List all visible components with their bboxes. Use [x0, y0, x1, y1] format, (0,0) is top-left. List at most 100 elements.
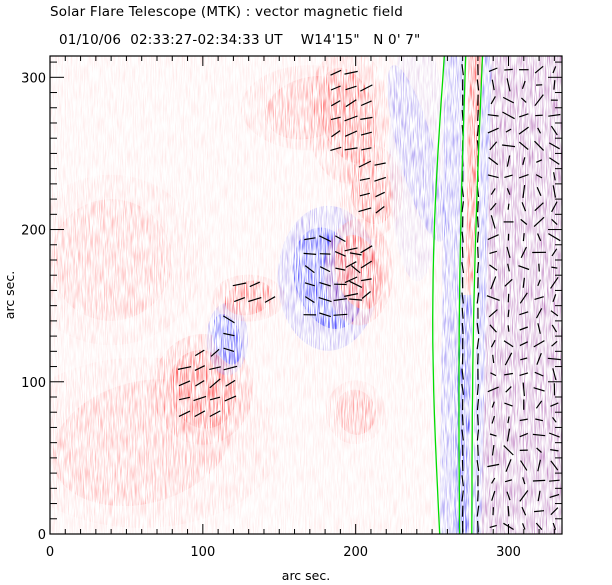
position-north: N 0' 7" [373, 32, 421, 48]
field-vector [503, 445, 514, 456]
field-vector [505, 128, 512, 133]
field-vector [537, 127, 542, 134]
field-vector [490, 188, 496, 195]
field-vector [507, 203, 510, 210]
field-vector [304, 282, 315, 287]
field-vector [477, 490, 479, 502]
field-vector [535, 174, 543, 179]
field-vector [194, 349, 205, 357]
field-vector [519, 432, 529, 438]
field-vector [536, 447, 542, 453]
field-vector [506, 428, 511, 442]
field-vector [491, 79, 495, 91]
field-vector [487, 386, 499, 393]
field-vector [461, 292, 464, 304]
field-vector [491, 445, 495, 456]
field-vector [223, 347, 235, 352]
field-vector [537, 279, 541, 287]
field-vector [232, 282, 247, 287]
field-vector [488, 157, 499, 166]
field-vector [502, 96, 515, 104]
field-vector [551, 201, 558, 213]
field-vector [461, 307, 464, 319]
field-vector [549, 157, 560, 165]
field-vector [550, 460, 559, 471]
field-vector [506, 491, 511, 501]
field-vector [361, 291, 371, 299]
field-vector [349, 298, 363, 301]
field-vector [506, 155, 511, 167]
field-vector [318, 235, 332, 243]
field-vector [344, 247, 358, 252]
field-vector [535, 522, 543, 530]
limb-contours [432, 56, 484, 534]
field-vector [476, 125, 480, 137]
field-vector [553, 80, 556, 90]
field-vector [533, 387, 545, 392]
field-vector [518, 265, 530, 271]
field-vector [333, 298, 348, 302]
field-vector [537, 323, 541, 334]
field-vector [506, 78, 511, 92]
field-vector [477, 414, 479, 426]
field-vector [548, 142, 560, 150]
field-vector [536, 187, 542, 196]
field-vector [504, 278, 513, 287]
field-vector [476, 338, 480, 350]
y-axis-label: arc sec. [2, 271, 17, 319]
field-vector [519, 341, 528, 347]
field-vector [476, 429, 480, 441]
field-vector [551, 340, 558, 347]
image-area [50, 56, 562, 534]
field-vector [505, 459, 512, 472]
field-vector [361, 147, 372, 151]
field-vector [506, 246, 511, 258]
field-vector [504, 479, 513, 483]
field-vector [344, 293, 359, 297]
field-vector [504, 402, 513, 407]
field-vector [461, 475, 464, 487]
field-vector [209, 410, 221, 418]
off-limb-positive-noise [480, 56, 562, 534]
field-vector [330, 146, 342, 151]
field-vector [223, 332, 235, 337]
field-vector [476, 216, 479, 228]
field-vector [209, 366, 221, 370]
field-vector [331, 130, 341, 138]
field-vector [522, 157, 526, 165]
field-vector [522, 382, 525, 397]
field-vector [505, 386, 512, 393]
positive-polarity-region [51, 379, 232, 507]
field-vector [360, 245, 373, 254]
field-vector [550, 310, 559, 317]
field-vector [461, 64, 464, 76]
field-vector [534, 140, 545, 151]
field-vector [534, 510, 545, 513]
field-vector [358, 207, 372, 213]
field-vector [534, 371, 544, 377]
field-vector [319, 282, 331, 287]
field-vector [551, 218, 558, 226]
negative-polarity-region [387, 65, 447, 242]
field-vector [550, 449, 559, 452]
field-vector [345, 261, 357, 268]
field-vector [358, 160, 372, 168]
chart-subtitle: 01/10/06 02:33:27-02:34:33 UT W14'15" N … [50, 19, 420, 47]
field-vector [549, 493, 560, 498]
field-vector [461, 383, 464, 395]
field-vector [489, 433, 497, 437]
field-vector [304, 296, 315, 304]
field-vector [476, 399, 480, 411]
x-tick-label: 200 [343, 545, 368, 560]
field-vector [532, 479, 546, 482]
field-vector [548, 233, 561, 242]
field-vector [490, 215, 496, 229]
field-vector [519, 292, 528, 304]
field-vector [461, 368, 464, 380]
field-vector [552, 417, 557, 423]
limb-contour-line [458, 56, 467, 534]
field-vector [344, 147, 358, 151]
field-vector [318, 297, 332, 303]
field-vector [319, 312, 331, 318]
